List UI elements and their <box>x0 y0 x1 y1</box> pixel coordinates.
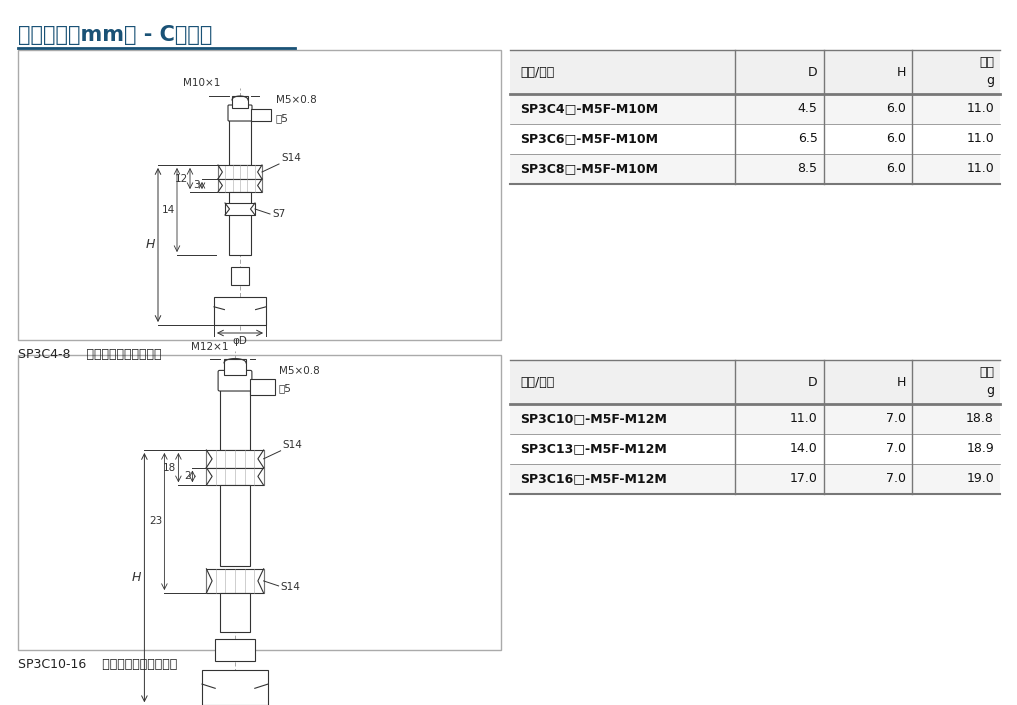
Text: 11.0: 11.0 <box>966 102 994 116</box>
Text: SP3C10-16    垂直方向－外螺纹连接: SP3C10-16 垂直方向－外螺纹连接 <box>18 658 177 671</box>
FancyBboxPatch shape <box>228 105 252 121</box>
Text: 19.0: 19.0 <box>966 472 994 486</box>
Text: 17.0: 17.0 <box>790 472 818 486</box>
Text: 型号/尺寸: 型号/尺寸 <box>520 376 554 388</box>
Bar <box>229 120 251 165</box>
Bar <box>510 434 1000 464</box>
Bar <box>510 154 1000 184</box>
Text: g: g <box>986 74 994 87</box>
Text: S14: S14 <box>281 153 301 163</box>
Text: 单重: 单重 <box>979 56 994 69</box>
Bar <box>510 124 1000 154</box>
Text: 2: 2 <box>184 472 190 482</box>
Text: 深5: 深5 <box>279 383 292 393</box>
Text: 6.0: 6.0 <box>886 133 906 145</box>
Bar <box>229 192 251 255</box>
Text: 尺寸规格（mm） - C型吸盘: 尺寸规格（mm） - C型吸盘 <box>18 25 213 45</box>
Text: D: D <box>807 66 818 78</box>
Text: 23: 23 <box>149 517 163 527</box>
Text: SP3C10□-M5F-M12M: SP3C10□-M5F-M12M <box>520 412 667 426</box>
Bar <box>206 467 263 485</box>
Text: S7: S7 <box>272 209 285 219</box>
Bar <box>510 50 1000 94</box>
Text: S14: S14 <box>281 582 300 592</box>
Text: H: H <box>132 571 141 584</box>
Bar <box>220 389 250 450</box>
Text: 18: 18 <box>163 462 176 472</box>
Text: M5×0.8: M5×0.8 <box>276 95 316 105</box>
Text: M10×1: M10×1 <box>183 78 220 88</box>
Text: φD: φD <box>233 336 247 346</box>
Text: S14: S14 <box>283 440 302 450</box>
Text: M12×1: M12×1 <box>191 342 229 352</box>
Text: SP3C4-8    垂直方向－外螺纹连接: SP3C4-8 垂直方向－外螺纹连接 <box>18 348 162 361</box>
Bar <box>18 50 501 340</box>
Bar <box>231 267 249 285</box>
Bar <box>225 203 255 215</box>
Text: 6.0: 6.0 <box>886 102 906 116</box>
Text: H: H <box>896 66 906 78</box>
FancyBboxPatch shape <box>218 370 252 391</box>
Text: 3: 3 <box>193 180 200 190</box>
Text: SP3C6□-M5F-M10M: SP3C6□-M5F-M10M <box>520 133 658 145</box>
Text: 11.0: 11.0 <box>966 133 994 145</box>
Bar <box>224 359 246 375</box>
Text: 14.0: 14.0 <box>790 443 818 455</box>
Bar <box>218 165 262 179</box>
Text: 11.0: 11.0 <box>966 162 994 176</box>
Text: 深5: 深5 <box>276 113 289 123</box>
Bar <box>214 297 266 325</box>
Text: 7.0: 7.0 <box>886 412 906 426</box>
Text: 4.5: 4.5 <box>797 102 818 116</box>
Text: 8.5: 8.5 <box>797 162 818 176</box>
Text: 18.8: 18.8 <box>966 412 994 426</box>
Bar <box>206 450 263 467</box>
Text: 14: 14 <box>162 205 175 215</box>
Bar <box>18 355 501 650</box>
Text: D: D <box>807 376 818 388</box>
Text: SP3C16□-M5F-M12M: SP3C16□-M5F-M12M <box>520 472 667 486</box>
Bar <box>220 485 250 565</box>
Text: 7.0: 7.0 <box>886 443 906 455</box>
Text: 型号/尺寸: 型号/尺寸 <box>520 66 554 78</box>
Text: 18.9: 18.9 <box>966 443 994 455</box>
Text: 6.5: 6.5 <box>797 133 818 145</box>
Text: 11.0: 11.0 <box>790 412 818 426</box>
Text: M5×0.8: M5×0.8 <box>279 366 319 376</box>
Bar <box>510 404 1000 434</box>
Text: SP3C4□-M5F-M10M: SP3C4□-M5F-M10M <box>520 102 658 116</box>
Bar <box>232 96 248 108</box>
Text: 单重: 单重 <box>979 366 994 379</box>
Text: 12: 12 <box>175 173 188 183</box>
Bar <box>218 179 262 192</box>
Bar <box>510 464 1000 494</box>
Text: SP3C13□-M5F-M12M: SP3C13□-M5F-M12M <box>520 443 667 455</box>
Bar <box>510 360 1000 404</box>
Text: H: H <box>145 238 155 252</box>
Bar <box>206 569 263 593</box>
Text: H: H <box>896 376 906 388</box>
Text: SP3C8□-M5F-M10M: SP3C8□-M5F-M10M <box>520 162 658 176</box>
Bar <box>510 94 1000 124</box>
Bar <box>220 593 250 632</box>
Bar <box>216 639 255 661</box>
Bar <box>251 109 271 121</box>
Text: 7.0: 7.0 <box>886 472 906 486</box>
Text: g: g <box>986 384 994 398</box>
Bar <box>202 670 268 705</box>
Text: 6.0: 6.0 <box>886 162 906 176</box>
Bar <box>250 379 275 395</box>
